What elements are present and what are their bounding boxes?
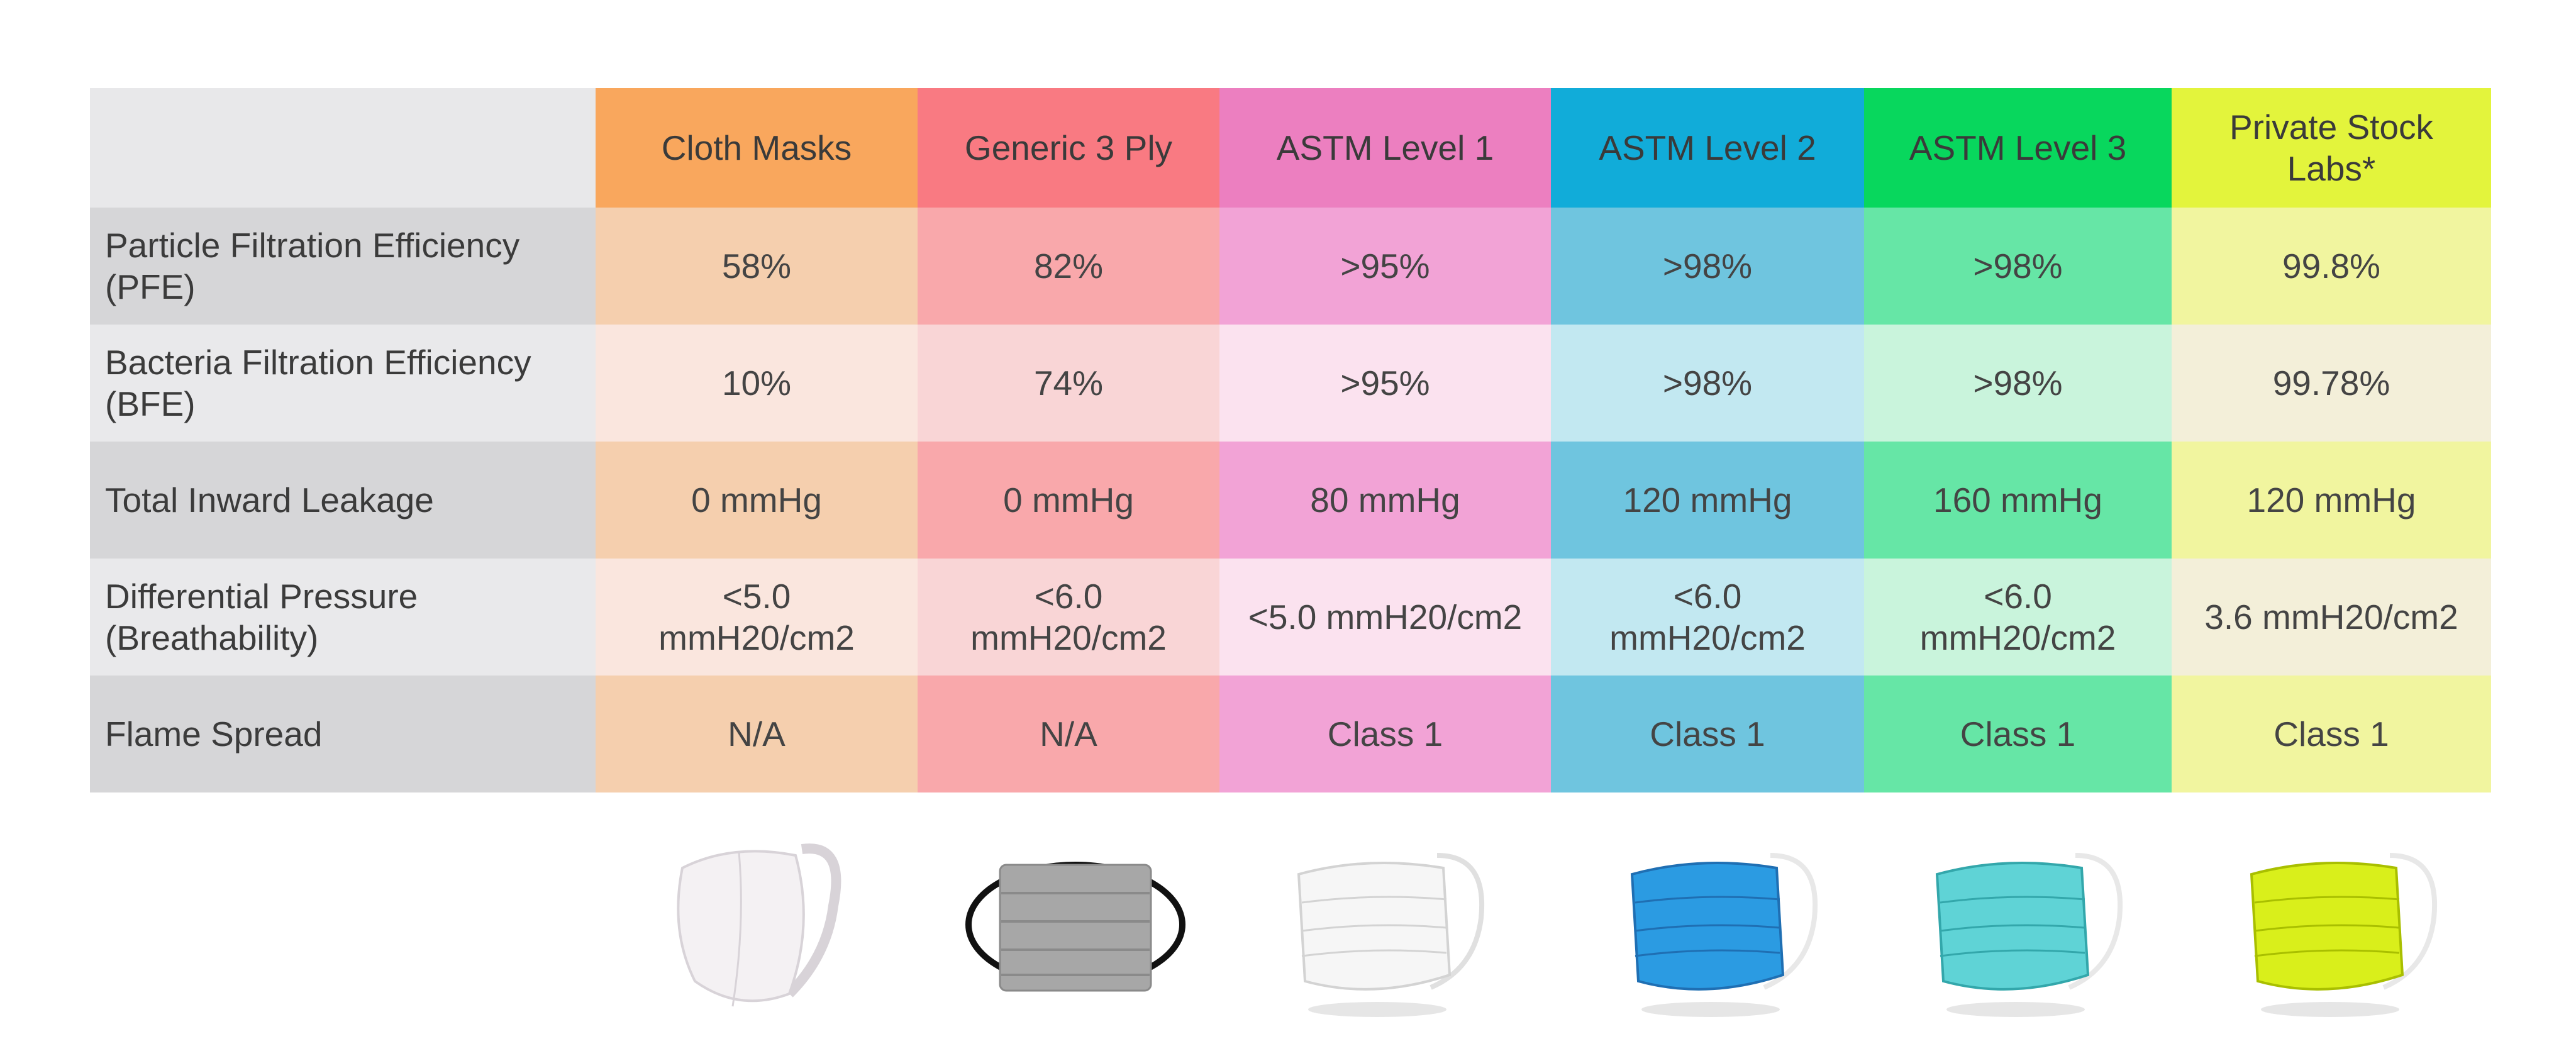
table-cell: >98% [1551,325,1864,442]
table-cell: 58% [596,208,918,325]
table-cell: Class 1 [1864,676,2172,792]
table-row: Total Inward Leakage 0 mmHg 0 mmHg 80 mmHg 1… [90,442,2491,559]
table-cell: 120 mmHg [1551,442,1864,559]
row-label: Total Inward Leakage [90,442,596,559]
table-cell: N/A [918,676,1219,792]
table-row: Particle Filtration Efficiency (PFE) 58% 8… [90,208,2491,325]
column-header-2: ASTM Level 1 [1219,88,1551,208]
column-header-5: Private Stock Labs* [2172,88,2491,208]
table-cell: <6.0 mmH20/cm2 [918,559,1219,676]
cloth-mask-icon [645,830,871,1022]
mask-images-row [0,830,2576,1019]
table-cell: 99.8% [2172,208,2491,325]
row-label: Bacteria Filtration Efficiency (BFE) [90,325,596,442]
astm-level-1-mask-icon [1274,830,1500,1022]
table-cell: <6.0 mmH20/cm2 [1551,559,1864,676]
table-cell: 0 mmHg [918,442,1219,559]
table-cell: 82% [918,208,1219,325]
table-row: Differential Pressure (Breathability) <5.… [90,559,2491,676]
row-label: Flame Spread [90,676,596,792]
table-row: Bacteria Filtration Efficiency (BFE) 10% 7… [90,325,2491,442]
table-cell: 10% [596,325,918,442]
table-cell: >98% [1864,325,2172,442]
row-label: Differential Pressure (Breathability) [90,559,596,676]
table-cell: <5.0 mmH20/cm2 [1219,559,1551,676]
column-header-0: Cloth Masks [596,88,918,208]
table-body: Particle Filtration Efficiency (PFE) 58% 8… [90,208,2491,792]
mask-comparison-table: Cloth Masks Generic 3 Ply ASTM Level 1 ASTM… [90,88,2491,792]
comparison-table-container: Cloth Masks Generic 3 Ply ASTM Level 1 ASTM… [90,88,2491,792]
astm-level-3-mask-icon [1912,830,2138,1022]
table-cell: >95% [1219,325,1551,442]
column-header-3: ASTM Level 2 [1551,88,1864,208]
table-cell: >98% [1864,208,2172,325]
table-cell: Class 1 [1219,676,1551,792]
table-cell: 99.78% [2172,325,2491,442]
table-cell: Class 1 [2172,676,2491,792]
header-corner-cell [90,88,596,208]
table-cell: 3.6 mmH20/cm2 [2172,559,2491,676]
table-cell: <6.0 mmH20/cm2 [1864,559,2172,676]
header-row: Cloth Masks Generic 3 Ply ASTM Level 1 ASTM… [90,88,2491,208]
table-cell: <5.0 mmH20/cm2 [596,559,918,676]
column-header-4: ASTM Level 3 [1864,88,2172,208]
table-cell: N/A [596,676,918,792]
table-cell: >98% [1551,208,1864,325]
astm-level-2-mask-icon [1607,830,1833,1022]
column-header-1: Generic 3 Ply [918,88,1219,208]
row-label: Particle Filtration Efficiency (PFE) [90,208,596,325]
table-cell: 0 mmHg [596,442,918,559]
private-stock-labs-mask-icon [2226,830,2453,1022]
table-cell: 74% [918,325,1219,442]
table-cell: 80 mmHg [1219,442,1551,559]
table-cell: 120 mmHg [2172,442,2491,559]
table-cell: >95% [1219,208,1551,325]
table-cell: Class 1 [1551,676,1864,792]
table-cell: 160 mmHg [1864,442,2172,559]
generic-3-ply-mask-icon [962,830,1189,1022]
